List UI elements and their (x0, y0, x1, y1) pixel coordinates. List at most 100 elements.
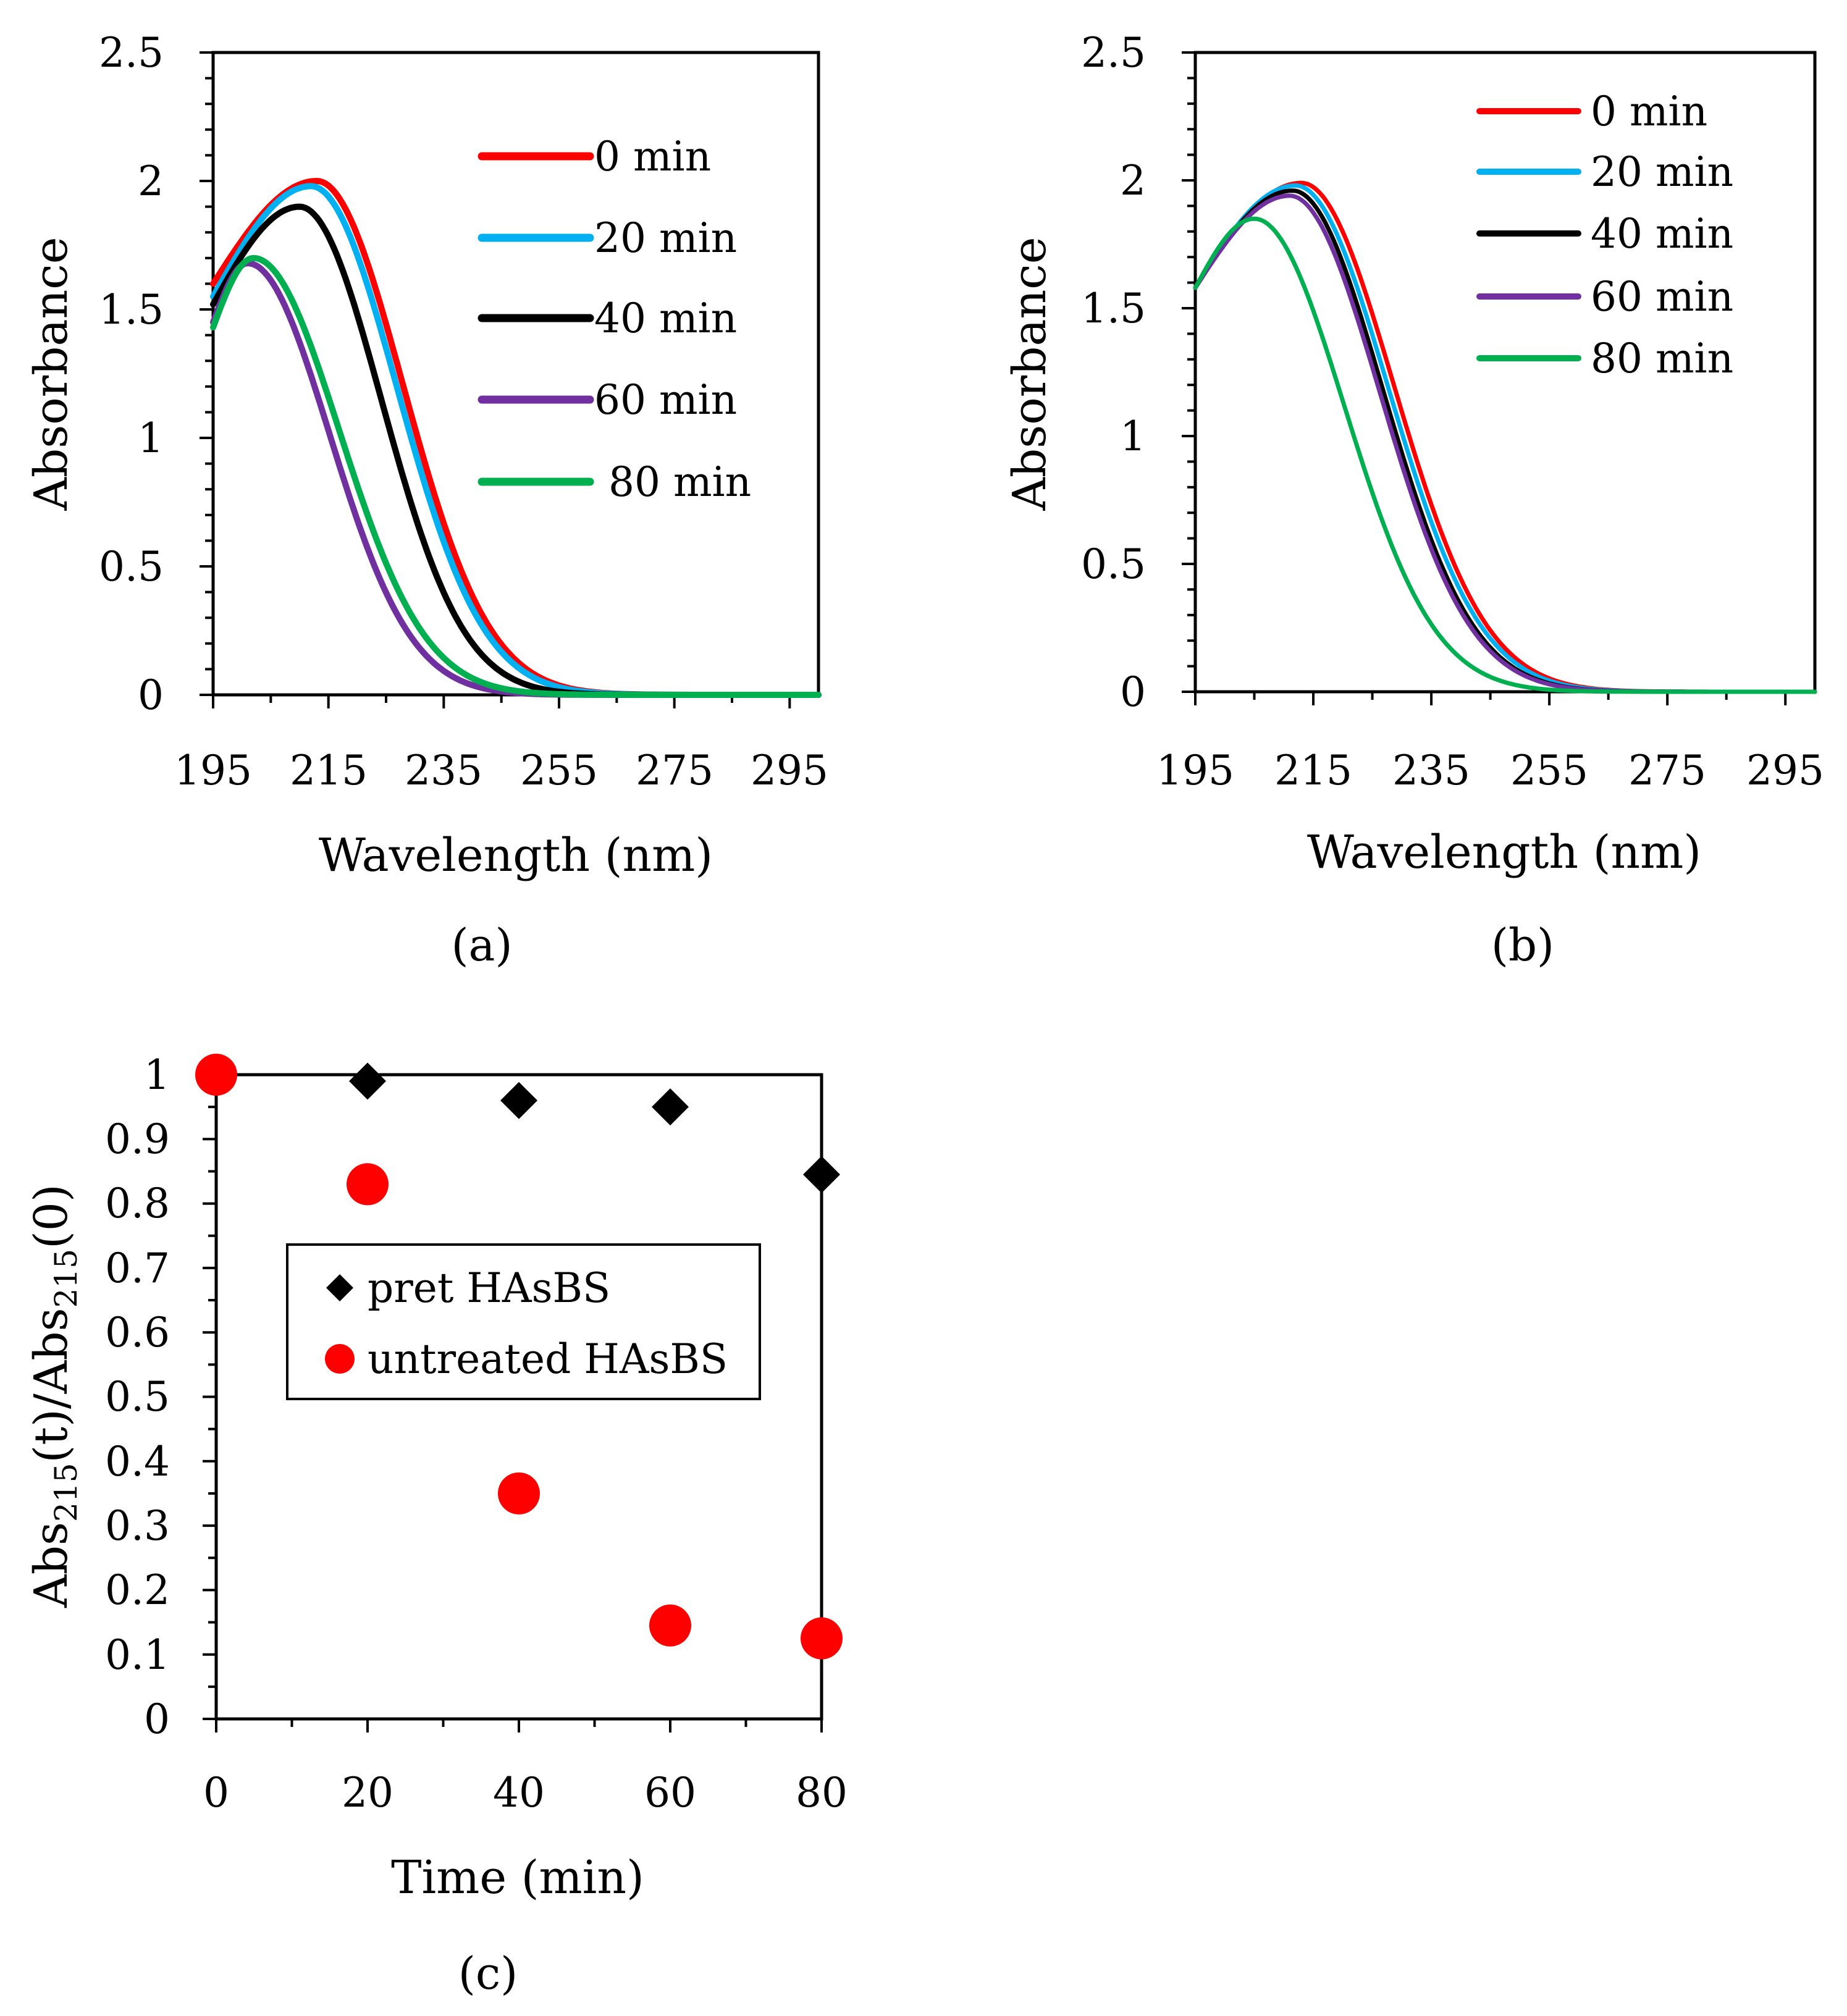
legend-marker-diamond (326, 1274, 353, 1301)
y-tick-label: 1 (144, 1051, 170, 1099)
series-line-40-min (210, 203, 822, 698)
legend-b: 0 min 20 min 40 min 60 min 80 min (1476, 88, 1733, 382)
y-tick-labels-b: 0 0.5 1 1.5 2 2.5 (1081, 29, 1146, 716)
x-tick-label: 215 (1274, 747, 1352, 794)
y-tick-label: 1 (1120, 413, 1146, 460)
x-tick-label: 295 (751, 747, 828, 794)
x-tick-labels-c: 0 20 40 60 80 (203, 1769, 848, 1816)
series-line-0-min (1193, 180, 1817, 694)
data-point-pret (349, 1062, 386, 1100)
series-line-40-min (1193, 188, 1817, 694)
series-line-60-min (1193, 193, 1817, 694)
x-tick-label: 40 (493, 1769, 545, 1816)
data-point-untreated (498, 1472, 540, 1514)
y-tick-label: 0.1 (105, 1631, 170, 1679)
y-tick-label: 1.5 (99, 286, 164, 334)
y-tick-label: 0.3 (105, 1502, 170, 1550)
legend-label: 0 min (594, 133, 711, 180)
y-axis-title-part: (0) (25, 1184, 78, 1249)
y-tick-label: 0.2 (105, 1566, 170, 1614)
series-line-20-min (210, 183, 822, 698)
data-point-pret (500, 1082, 537, 1119)
x-axis-title-c: Time (min) (391, 1851, 644, 1904)
legend-label: 40 min (594, 295, 737, 342)
data-point-untreated (801, 1617, 843, 1660)
y-axis-title-part: (t)/Abs (25, 1308, 78, 1463)
legend-a: 0 min 20 min 40 min 60 min 80 min (478, 133, 751, 506)
x-tick-label: 195 (174, 747, 252, 794)
plot-area-a (211, 51, 820, 697)
x-tick-label: 235 (1392, 747, 1470, 794)
x-axis-title-b: Wavelength (nm) (1307, 826, 1701, 879)
x-tick-label: 255 (1510, 747, 1588, 794)
legend-label: 60 min (1591, 273, 1733, 321)
axis-ticks-c (203, 1073, 823, 1732)
y-tick-labels-a: 0 0.5 1 1.5 2 2.5 (99, 29, 164, 719)
series-line-20-min (1193, 183, 1817, 694)
y-tick-label: 0.7 (105, 1245, 170, 1292)
y-tick-label: 2.5 (1081, 29, 1146, 77)
x-tick-label: 80 (796, 1769, 848, 1816)
axis-ticks-a (200, 51, 791, 708)
legend-label: untreated HAsBS (368, 1335, 728, 1383)
x-tick-label: 215 (290, 747, 368, 794)
y-axis-title-a: Absorbance (25, 237, 78, 511)
legend-label: 20 min (594, 214, 737, 262)
panel-label-c: (c) (458, 1947, 518, 1999)
legend-label: 40 min (1591, 210, 1733, 258)
y-tick-label: 2 (1120, 157, 1146, 204)
series-lines-a (210, 178, 822, 698)
data-point-untreated (649, 1604, 691, 1647)
data-point-pret (652, 1088, 689, 1126)
legend-label: 60 min (594, 376, 737, 424)
y-tick-label: 0.9 (105, 1115, 170, 1163)
x-tick-label: 255 (520, 747, 598, 794)
data-point-pret (803, 1156, 840, 1193)
panel-a: 0 0.5 1 1.5 2 2.5 195 215 235 255 275 29… (25, 29, 828, 971)
y-axis-title-subscript: 215 (48, 1249, 84, 1308)
y-tick-label: 0 (144, 1695, 170, 1743)
legend-box (286, 1243, 761, 1400)
legend-label: pret HAsBS (368, 1264, 610, 1312)
y-tick-label: 0.8 (105, 1180, 170, 1227)
x-tick-label: 235 (405, 747, 482, 794)
legend-label: 20 min (1591, 148, 1733, 196)
y-tick-label: 0 (138, 671, 164, 719)
y-tick-label: 0.5 (99, 543, 164, 590)
legend-label: 0 min (1591, 88, 1707, 135)
data-point-untreated (195, 1054, 237, 1096)
y-tick-label: 0.5 (105, 1373, 170, 1421)
y-tick-label: 0.5 (1081, 540, 1146, 588)
y-axis-title-c: Abs215(t)/Abs215(0) (25, 1184, 84, 1608)
legend-marker-circle (325, 1344, 355, 1374)
x-tick-label: 275 (1628, 747, 1706, 794)
x-tick-label: 275 (636, 747, 713, 794)
data-point-untreated (347, 1163, 389, 1206)
series-line-80-min (210, 254, 822, 698)
y-tick-label: 0 (1120, 668, 1146, 716)
x-tick-label: 0 (203, 1769, 229, 1816)
y-tick-label: 0.4 (105, 1438, 170, 1485)
legend-c: pret HAsBS untreated HAsBS (286, 1243, 761, 1400)
legend-label: 80 min (1591, 335, 1733, 382)
x-tick-label: 295 (1746, 747, 1824, 794)
x-tick-labels-a: 195 215 235 255 275 295 (174, 747, 828, 794)
panel-label-a: (a) (451, 919, 512, 971)
x-tick-label: 60 (644, 1769, 696, 1816)
y-tick-label: 0.6 (105, 1309, 170, 1356)
y-tick-labels-c: 0 0.1 0.2 0.3 0.4 0.5 0.6 0.7 0.8 0.9 1 (105, 1051, 170, 1743)
series-line-80-min (1193, 216, 1817, 694)
series-lines-b (1193, 180, 1817, 694)
y-axis-title-part: Abs (25, 1522, 78, 1608)
y-tick-label: 1.5 (1081, 285, 1146, 332)
y-axis-title-subscript: 215 (48, 1463, 84, 1522)
plot-area-b (1193, 51, 1817, 694)
x-tick-labels-b: 195 215 235 255 275 295 (1156, 747, 1824, 794)
y-tick-label: 2 (138, 158, 164, 205)
y-tick-label: 1 (138, 414, 164, 462)
panel-c: 0 0.1 0.2 0.3 0.4 0.5 0.6 0.7 0.8 0.9 1 … (25, 1051, 848, 1999)
panel-b: 0 0.5 1 1.5 2 2.5 195 215 235 255 275 29… (1003, 29, 1824, 971)
y-axis-title-b: Absorbance (1003, 237, 1056, 511)
x-tick-label: 20 (342, 1769, 393, 1816)
